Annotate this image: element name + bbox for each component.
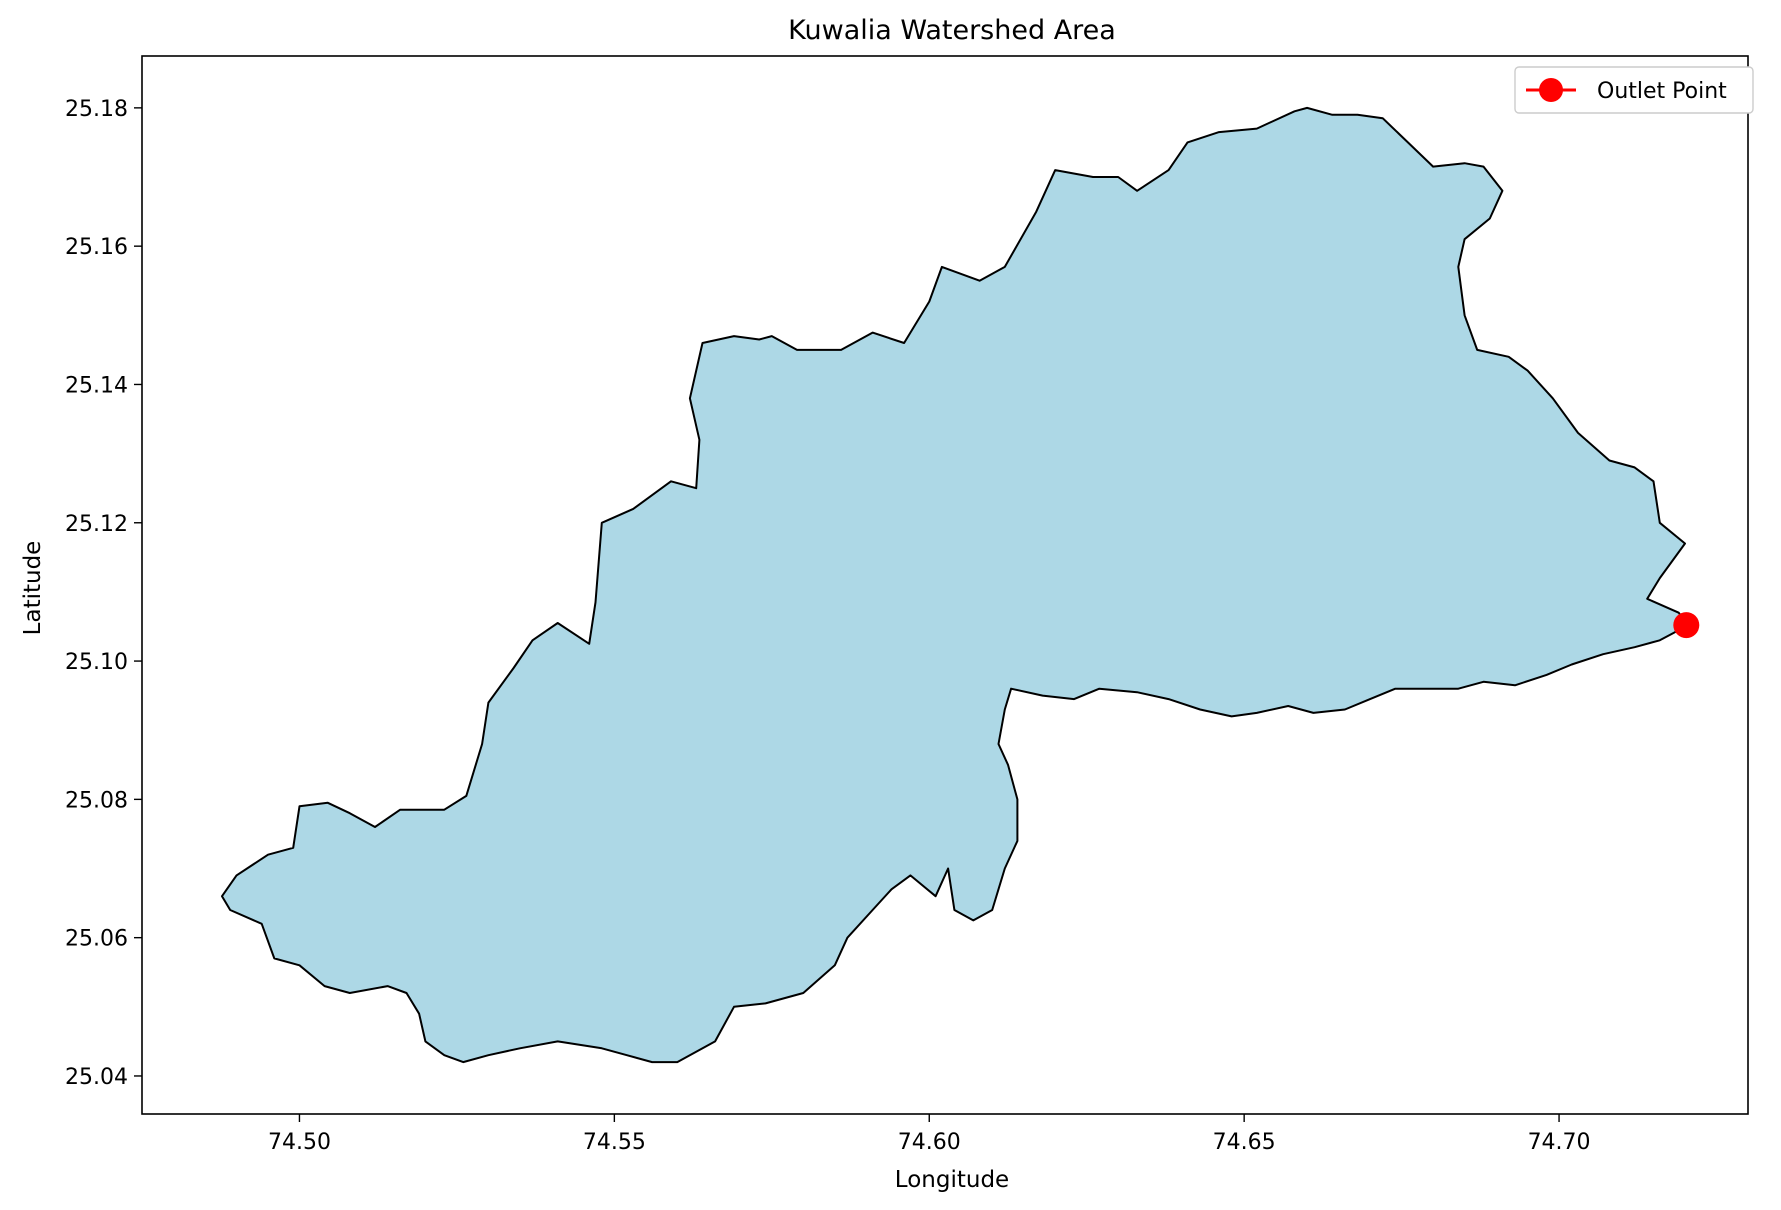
y-tick-label: 25.18 (65, 97, 128, 122)
x-tick-label: 74.55 (583, 1130, 646, 1155)
x-tick-label: 74.60 (898, 1130, 961, 1155)
y-axis: 25.04 25.06 25.08 25.10 25.12 25.14 25.16 25.18 (65, 97, 142, 1090)
outlet-point-marker (1673, 612, 1700, 639)
legend-label-outlet-point: Outlet Point (1597, 79, 1727, 104)
y-tick-label: 25.08 (65, 788, 128, 813)
y-axis-label: Latitude (20, 541, 46, 636)
y-tick-label: 25.10 (65, 650, 128, 675)
x-tick-label: 74.50 (268, 1130, 331, 1155)
x-axis-label: Longitude (895, 1167, 1009, 1193)
legend-marker (1539, 78, 1563, 102)
y-tick-label: 25.12 (65, 512, 128, 537)
y-tick-label: 25.06 (65, 927, 128, 952)
x-axis: 74.50 74.55 74.60 74.65 74.70 (268, 1114, 1591, 1155)
axes-frame (141, 55, 1749, 1115)
y-tick-label: 25.16 (65, 235, 128, 260)
y-tick-label: 25.04 (65, 1065, 128, 1090)
legend: Outlet Point (1514, 66, 1754, 114)
y-tick-label: 25.14 (65, 373, 128, 398)
chart-title: Kuwalia Watershed Area (788, 15, 1116, 46)
plot-area (221, 106, 1700, 1064)
x-tick-label: 74.70 (1528, 1130, 1591, 1155)
legend-box (1514, 66, 1754, 114)
watershed-polygon (221, 106, 1690, 1064)
x-tick-label: 74.65 (1213, 1130, 1276, 1155)
